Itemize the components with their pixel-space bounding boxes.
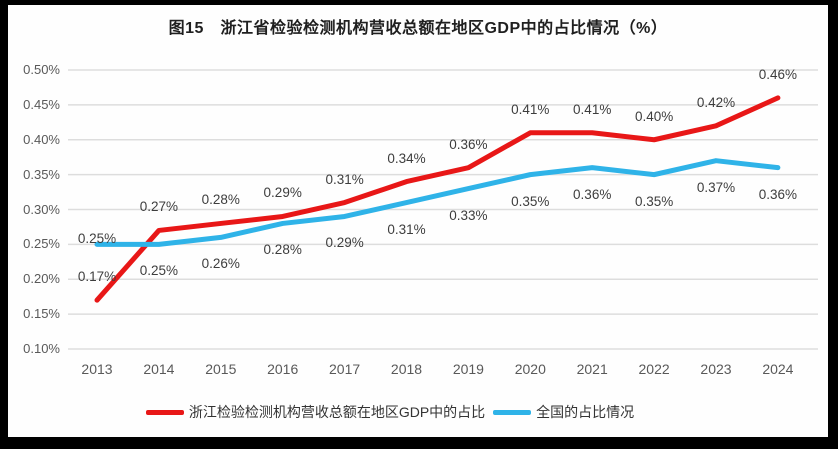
- legend-item-zhejiang: 浙江检验检测机构营收总额在地区GDP中的占比: [145, 402, 486, 422]
- data-label: 0.42%: [696, 94, 736, 110]
- y-tick-label: 0.40%: [23, 131, 60, 147]
- legend: 浙江检验检测机构营收总额在地区GDP中的占比 全国的占比情况: [8, 401, 772, 423]
- x-tick-label: 2018: [390, 361, 423, 377]
- series-line: [94, 95, 781, 303]
- data-label: 0.29%: [263, 185, 302, 201]
- y-tick-label: 0.30%: [23, 201, 60, 217]
- data-label: 0.41%: [511, 101, 550, 117]
- x-tick-label: 2019: [452, 361, 484, 377]
- x-tick-label: 2024: [762, 361, 794, 377]
- data-label: 0.33%: [449, 207, 488, 223]
- x-tick-label: 2022: [638, 361, 670, 377]
- x-tick-label: 2014: [143, 361, 175, 377]
- chart-title: 图15 浙江省检验检测机构营收总额在地区GDP中的占比情况（%）: [168, 20, 668, 37]
- data-label: 0.25%: [77, 231, 117, 247]
- y-tick-label: 0.45%: [23, 96, 60, 112]
- legend-label-zhejiang: 浙江检验检测机构营收总额在地区GDP中的占比: [188, 404, 486, 420]
- data-label: 0.27%: [139, 199, 179, 215]
- x-tick-label: 2016: [267, 361, 299, 377]
- y-tick-label: 0.20%: [23, 271, 60, 287]
- data-label: 0.31%: [325, 171, 364, 187]
- data-label: 0.28%: [263, 242, 302, 258]
- data-label: 0.25%: [139, 263, 179, 279]
- data-label: 0.28%: [201, 192, 240, 208]
- data-label: 0.41%: [573, 101, 612, 117]
- x-tick-label: 2021: [576, 361, 608, 377]
- x-tick-label: 2013: [81, 361, 113, 377]
- zhejiang-series-line-icon: [145, 409, 184, 415]
- series-line: [94, 158, 781, 247]
- data-label: 0.36%: [758, 186, 798, 202]
- data-label: 0.46%: [758, 66, 798, 82]
- y-tick-label: 0.10%: [23, 341, 60, 356]
- data-label: 0.26%: [201, 256, 240, 272]
- y-tick-label: 0.25%: [23, 236, 60, 252]
- data-label: 0.34%: [387, 150, 426, 166]
- data-label: 0.31%: [387, 221, 426, 237]
- data-label: 0.17%: [77, 269, 117, 285]
- data-label: 0.35%: [511, 193, 550, 209]
- national-series-line-icon: [493, 409, 532, 415]
- y-tick-label: 0.15%: [23, 306, 60, 322]
- y-tick-label: 0.50%: [23, 62, 60, 77]
- plot-area: [68, 69, 818, 350]
- data-label: 0.29%: [325, 235, 364, 251]
- x-tick-label: 2015: [205, 361, 237, 377]
- data-label: 0.40%: [634, 108, 674, 124]
- data-label: 0.36%: [573, 186, 612, 202]
- data-label: 0.35%: [634, 193, 674, 209]
- x-tick-label: 2023: [700, 361, 732, 377]
- legend-item-national: 全国的占比情况: [493, 402, 634, 422]
- x-tick-label: 2017: [329, 361, 361, 377]
- data-label: 0.36%: [449, 136, 488, 152]
- chart-card: 图15 浙江省检验检测机构营收总额在地区GDP中的占比情况（%） 0.50% 0.…: [8, 5, 828, 437]
- y-tick-label: 0.35%: [23, 166, 60, 182]
- legend-label-national: 全国的占比情况: [536, 404, 635, 420]
- series-lines: [94, 95, 781, 303]
- x-tick-label: 2020: [514, 361, 546, 377]
- data-label: 0.37%: [696, 179, 736, 195]
